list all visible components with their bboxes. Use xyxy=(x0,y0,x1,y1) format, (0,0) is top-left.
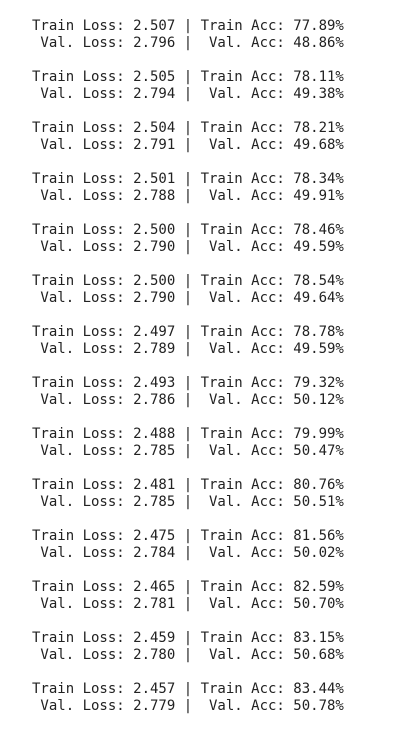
epoch-log-block: Train Loss: 2.505 | Train Acc: 78.11% Va… xyxy=(32,69,412,120)
epoch-log-block: Train Loss: 2.493 | Train Acc: 79.32% Va… xyxy=(32,375,412,426)
epoch-log-block: Train Loss: 2.457 | Train Acc: 83.44% Va… xyxy=(32,681,412,732)
validation-metrics-line: Val. Loss: 2.780 | Val. Acc: 50.68% xyxy=(32,647,344,663)
train-metrics-line: Train Loss: 2.505 | Train Acc: 78.11% xyxy=(32,69,344,85)
train-metrics-line: Train Loss: 2.475 | Train Acc: 81.56% xyxy=(32,528,344,544)
epoch-log-block: Train Loss: 2.497 | Train Acc: 78.78% Va… xyxy=(32,324,412,375)
validation-metrics-line: Val. Loss: 2.794 | Val. Acc: 49.38% xyxy=(32,86,344,102)
validation-metrics-line: Val. Loss: 2.779 | Val. Acc: 50.78% xyxy=(32,698,344,714)
epoch-log-block: Train Loss: 2.459 | Train Acc: 83.15% Va… xyxy=(32,630,412,681)
validation-metrics-line: Val. Loss: 2.789 | Val. Acc: 49.59% xyxy=(32,341,344,357)
epoch-log-block: Train Loss: 2.488 | Train Acc: 79.99% Va… xyxy=(32,426,412,477)
validation-metrics-line: Val. Loss: 2.785 | Val. Acc: 50.47% xyxy=(32,443,344,459)
epoch-log-block: Train Loss: 2.475 | Train Acc: 81.56% Va… xyxy=(32,528,412,579)
train-metrics-line: Train Loss: 2.500 | Train Acc: 78.54% xyxy=(32,273,344,289)
train-metrics-line: Train Loss: 2.488 | Train Acc: 79.99% xyxy=(32,426,344,442)
epoch-log-block: Train Loss: 2.507 | Train Acc: 77.89% Va… xyxy=(32,18,412,69)
validation-metrics-line: Val. Loss: 2.788 | Val. Acc: 49.91% xyxy=(32,188,344,204)
validation-metrics-line: Val. Loss: 2.791 | Val. Acc: 49.68% xyxy=(32,137,344,153)
train-metrics-line: Train Loss: 2.465 | Train Acc: 82.59% xyxy=(32,579,344,595)
train-metrics-line: Train Loss: 2.459 | Train Acc: 83.15% xyxy=(32,630,344,646)
validation-metrics-line: Val. Loss: 2.785 | Val. Acc: 50.51% xyxy=(32,494,344,510)
validation-metrics-line: Val. Loss: 2.786 | Val. Acc: 50.12% xyxy=(32,392,344,408)
epoch-log-block: Train Loss: 2.500 | Train Acc: 78.46% Va… xyxy=(32,222,412,273)
train-metrics-line: Train Loss: 2.493 | Train Acc: 79.32% xyxy=(32,375,344,391)
validation-metrics-line: Val. Loss: 2.796 | Val. Acc: 48.86% xyxy=(32,35,344,51)
validation-metrics-line: Val. Loss: 2.781 | Val. Acc: 50.70% xyxy=(32,596,344,612)
train-metrics-line: Train Loss: 2.504 | Train Acc: 78.21% xyxy=(32,120,344,136)
epoch-log-block: Train Loss: 2.504 | Train Acc: 78.21% Va… xyxy=(32,120,412,171)
train-metrics-line: Train Loss: 2.481 | Train Acc: 80.76% xyxy=(32,477,344,493)
epoch-log-block: Train Loss: 2.500 | Train Acc: 78.54% Va… xyxy=(32,273,412,324)
validation-metrics-line: Val. Loss: 2.784 | Val. Acc: 50.02% xyxy=(32,545,344,561)
epoch-log-block: Train Loss: 2.481 | Train Acc: 80.76% Va… xyxy=(32,477,412,528)
validation-metrics-line: Val. Loss: 2.790 | Val. Acc: 49.64% xyxy=(32,290,344,306)
train-metrics-line: Train Loss: 2.501 | Train Acc: 78.34% xyxy=(32,171,344,187)
validation-metrics-line: Val. Loss: 2.790 | Val. Acc: 49.59% xyxy=(32,239,344,255)
epoch-log-block: Train Loss: 2.501 | Train Acc: 78.34% Va… xyxy=(32,171,412,222)
train-metrics-line: Train Loss: 2.497 | Train Acc: 78.78% xyxy=(32,324,344,340)
train-metrics-line: Train Loss: 2.507 | Train Acc: 77.89% xyxy=(32,18,344,34)
train-metrics-line: Train Loss: 2.457 | Train Acc: 83.44% xyxy=(32,681,344,697)
training-log-output: Train Loss: 2.507 | Train Acc: 77.89% Va… xyxy=(32,18,412,732)
train-metrics-line: Train Loss: 2.500 | Train Acc: 78.46% xyxy=(32,222,344,238)
epoch-log-block: Train Loss: 2.465 | Train Acc: 82.59% Va… xyxy=(32,579,412,630)
